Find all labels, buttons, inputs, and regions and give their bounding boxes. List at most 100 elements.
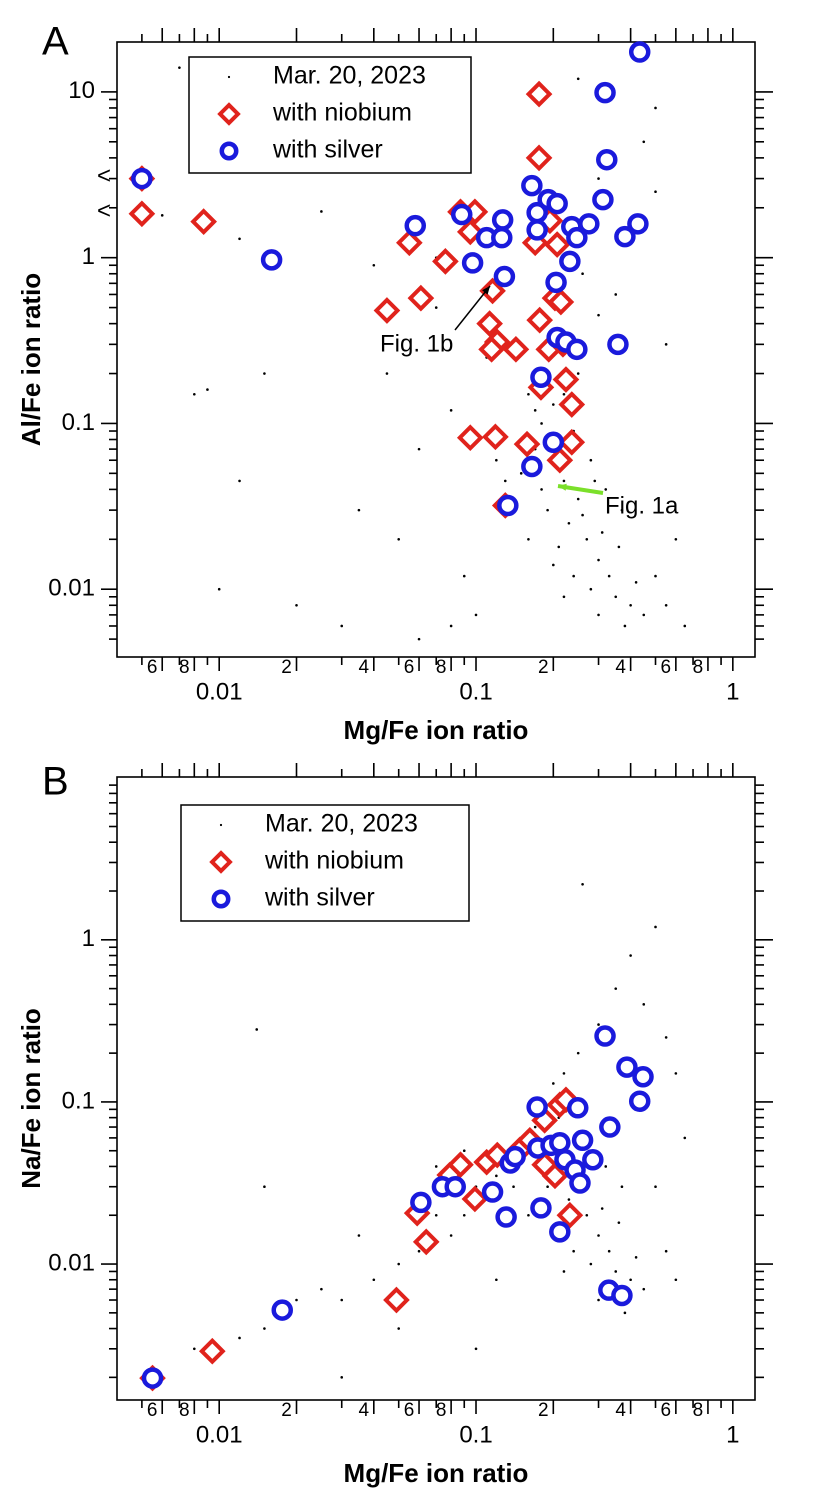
data-point — [495, 458, 498, 462]
niobium-marker — [447, 1151, 474, 1179]
legend-label: Mar. 20, 2023 — [273, 62, 426, 90]
data-point — [178, 66, 181, 69]
silver-marker — [569, 1172, 591, 1194]
silver-marker — [614, 225, 636, 248]
data-point — [683, 624, 687, 628]
legend-label: Mar. 20, 2023 — [265, 810, 418, 838]
x-tick-label: 0.01 — [196, 1421, 243, 1448]
niobium-marker — [217, 102, 241, 126]
niobium-marker — [478, 335, 505, 363]
silver-marker — [566, 226, 588, 249]
data-point — [397, 538, 401, 541]
x-tick-label: 8 — [693, 1400, 704, 1421]
niobium-marker — [432, 248, 459, 275]
silver-marker — [131, 167, 153, 190]
x-tick-label: 6 — [404, 1400, 415, 1421]
silver-marker — [567, 1097, 589, 1119]
data-point — [576, 1051, 580, 1055]
data-point — [604, 1165, 608, 1168]
data-point — [557, 545, 561, 549]
x-tick-label: 6 — [147, 1400, 158, 1421]
data-point — [552, 1082, 555, 1085]
niobium-marker — [461, 1185, 489, 1213]
y-tick-label: 0.1 — [62, 1087, 95, 1114]
data-point — [397, 1327, 401, 1330]
niobium-marker — [412, 1228, 440, 1256]
niobium-marker — [482, 423, 509, 451]
silver-marker — [566, 338, 588, 361]
niobium-marker — [556, 1201, 584, 1229]
silver-marker — [582, 1148, 604, 1171]
data-point — [417, 447, 421, 451]
data-point — [572, 574, 575, 578]
y-tick-label: 1 — [82, 925, 95, 952]
data-point — [664, 603, 668, 607]
silver-marker — [559, 250, 581, 273]
data-point — [664, 1036, 668, 1039]
data-point — [562, 1072, 566, 1075]
silver-marker — [410, 1191, 432, 1214]
data-point — [357, 508, 361, 512]
data-point — [238, 237, 241, 241]
data-point — [255, 1028, 259, 1031]
data-point — [597, 177, 600, 180]
data-point — [589, 1262, 593, 1266]
niobium-marker — [479, 277, 506, 305]
data-point — [634, 1256, 638, 1259]
data-point — [227, 75, 231, 79]
x-tick-label: 4 — [615, 1400, 626, 1421]
niobium-marker — [502, 335, 530, 363]
x-tick-label: 2 — [281, 1400, 292, 1421]
data-point — [385, 372, 389, 375]
data-point — [417, 1249, 421, 1253]
niobium-marker — [547, 288, 575, 316]
data-point — [527, 1213, 530, 1217]
silver-marker — [578, 213, 600, 235]
niobium-marker — [525, 144, 553, 172]
silver-marker — [461, 252, 484, 274]
x-tick-label: 6 — [147, 657, 158, 678]
silver-marker — [271, 1299, 293, 1321]
data-point — [193, 392, 196, 396]
legend-label: with silver — [272, 136, 383, 164]
data-point — [357, 1234, 361, 1237]
data-point — [654, 106, 657, 110]
data-point — [607, 574, 611, 578]
data-point — [462, 1149, 466, 1153]
data-point — [219, 823, 223, 827]
y-tick-label: 10 — [68, 77, 95, 104]
data-point — [474, 1347, 478, 1351]
legend-label: with silver — [264, 884, 375, 912]
silver-marker — [141, 1367, 164, 1389]
silver-marker — [594, 81, 616, 104]
data-point — [562, 479, 566, 483]
x-axis-title: Mg/Fe ion ratio — [344, 1458, 529, 1488]
x-tick-label: 4 — [615, 657, 626, 678]
data-point — [674, 538, 678, 541]
data-point — [567, 1198, 571, 1201]
niobium-marker — [558, 428, 586, 456]
data-point — [434, 306, 438, 309]
data-point — [533, 1125, 537, 1129]
data-point — [607, 1249, 611, 1253]
silver-marker — [549, 1221, 571, 1243]
data-point — [238, 479, 241, 483]
y-tick-label: 0.01 — [48, 575, 95, 602]
niobium-marker — [373, 297, 401, 324]
data-point — [320, 1287, 323, 1291]
x-tick-label: 1 — [726, 1421, 739, 1448]
data-point — [562, 1270, 566, 1273]
x-tick-label: 0.01 — [196, 678, 243, 705]
data-point — [449, 1234, 453, 1237]
data-point — [629, 603, 632, 607]
niobium-marker — [190, 208, 217, 235]
x-tick-label: 8 — [179, 1400, 190, 1421]
annotation: < — [97, 162, 111, 189]
data-point — [617, 1221, 621, 1224]
x-tick-label: 6 — [404, 657, 415, 678]
silver-marker — [526, 219, 548, 241]
data-point — [654, 925, 657, 929]
data-point — [585, 538, 589, 541]
niobium-marker — [558, 391, 586, 418]
data-point — [552, 403, 555, 406]
